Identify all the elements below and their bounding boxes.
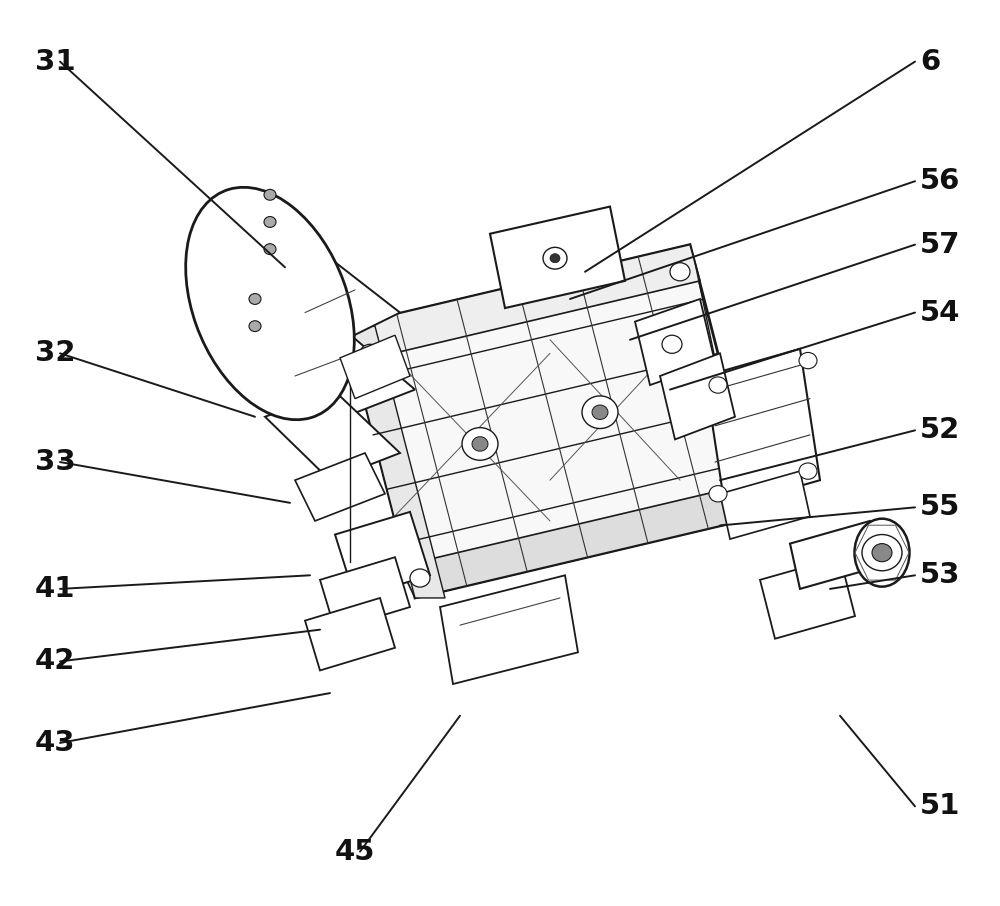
Polygon shape bbox=[345, 326, 445, 598]
Circle shape bbox=[249, 294, 261, 304]
Circle shape bbox=[799, 463, 817, 479]
Polygon shape bbox=[440, 575, 578, 684]
Polygon shape bbox=[295, 453, 385, 521]
Circle shape bbox=[592, 405, 608, 419]
Circle shape bbox=[670, 263, 690, 281]
Circle shape bbox=[550, 254, 560, 263]
Circle shape bbox=[720, 487, 740, 506]
Text: 54: 54 bbox=[920, 299, 960, 326]
Polygon shape bbox=[335, 512, 430, 598]
Text: 52: 52 bbox=[920, 417, 960, 444]
Text: 32: 32 bbox=[35, 340, 76, 367]
Text: 57: 57 bbox=[920, 231, 960, 258]
Circle shape bbox=[709, 377, 727, 393]
Text: 53: 53 bbox=[920, 562, 960, 589]
Polygon shape bbox=[340, 335, 410, 399]
Circle shape bbox=[799, 352, 817, 369]
Polygon shape bbox=[400, 485, 760, 598]
Polygon shape bbox=[320, 557, 410, 630]
Ellipse shape bbox=[186, 188, 354, 419]
Circle shape bbox=[249, 321, 261, 332]
Circle shape bbox=[709, 486, 727, 502]
Polygon shape bbox=[265, 391, 400, 480]
Text: 42: 42 bbox=[35, 648, 75, 675]
Polygon shape bbox=[790, 521, 880, 589]
Circle shape bbox=[462, 428, 498, 460]
Text: 56: 56 bbox=[920, 168, 960, 195]
Circle shape bbox=[264, 244, 276, 255]
Polygon shape bbox=[305, 598, 395, 670]
Polygon shape bbox=[760, 557, 855, 639]
Circle shape bbox=[264, 217, 276, 227]
Text: 6: 6 bbox=[920, 48, 940, 75]
Polygon shape bbox=[660, 353, 735, 439]
Circle shape bbox=[582, 396, 618, 429]
Ellipse shape bbox=[854, 518, 910, 587]
Polygon shape bbox=[705, 349, 820, 507]
Circle shape bbox=[410, 569, 430, 587]
Circle shape bbox=[543, 247, 567, 269]
Text: 33: 33 bbox=[35, 448, 76, 476]
Circle shape bbox=[360, 344, 380, 362]
Polygon shape bbox=[270, 326, 415, 417]
Polygon shape bbox=[275, 258, 400, 340]
Polygon shape bbox=[720, 471, 810, 539]
Polygon shape bbox=[345, 245, 760, 598]
Text: 43: 43 bbox=[35, 729, 76, 757]
Polygon shape bbox=[490, 207, 625, 308]
Circle shape bbox=[264, 189, 276, 200]
Circle shape bbox=[662, 335, 682, 353]
Polygon shape bbox=[345, 245, 700, 362]
Circle shape bbox=[872, 544, 892, 562]
Text: 45: 45 bbox=[335, 838, 375, 865]
Text: 51: 51 bbox=[920, 793, 960, 820]
Circle shape bbox=[472, 437, 488, 451]
Text: 31: 31 bbox=[35, 48, 76, 75]
Polygon shape bbox=[635, 299, 715, 385]
Text: 41: 41 bbox=[35, 575, 76, 602]
Text: 55: 55 bbox=[920, 494, 960, 521]
